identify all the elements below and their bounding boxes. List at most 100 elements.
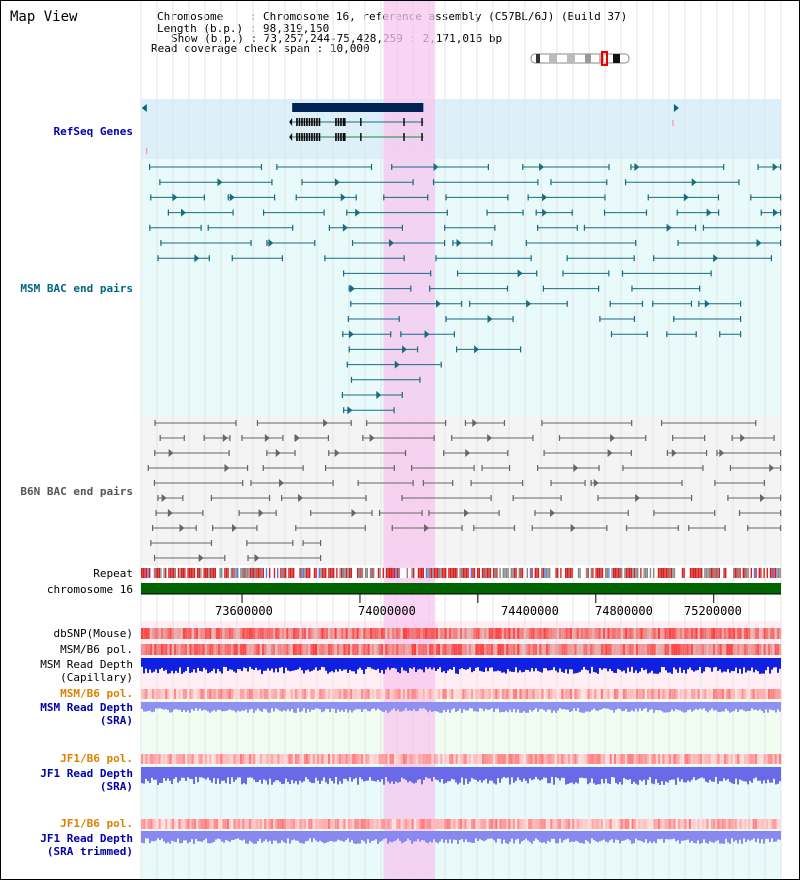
msm-bac-pair-arrow (347, 406, 353, 415)
jf1-depth-trim-bar (297, 831, 299, 841)
msm-b6-pol-heat-cell (460, 644, 463, 655)
msm-b6-pol-heat-cell (741, 644, 744, 655)
msm-b6-pol-2-heat-cell (545, 689, 548, 699)
jf1-depth-sra-bar (631, 767, 633, 784)
jf1-b6-pol-2-heat-cell (356, 819, 359, 829)
jf1-depth-trim-bar (207, 831, 209, 844)
repeat-segment (777, 568, 780, 578)
msm-b6-pol-2-heat-cell (464, 689, 467, 699)
repeat-segment (477, 568, 479, 578)
msm-bac-pair-arrow (666, 223, 672, 232)
dbsnp-heat-cell (499, 628, 502, 639)
jf1-depth-trim-bar (753, 831, 755, 839)
b6n-bac-pair-end (443, 450, 445, 456)
repeat-segment (216, 568, 218, 578)
msm-bac-pair-end (167, 209, 169, 216)
msm-bac-pair-end (430, 270, 432, 277)
jf1-b6-pol-2-heat-cell (288, 819, 291, 829)
b6n-bac-pair-end (357, 480, 359, 486)
repeat-segment (605, 568, 607, 578)
b6n-bac-pair-end (702, 465, 704, 471)
jf1-b6-pol-2-heat-cell (605, 819, 608, 829)
msm-b6-pol-2-heat-cell (559, 689, 562, 699)
jf1-b6-pol-2-heat-cell (611, 819, 614, 829)
msm-b6-pol-heat-cell (347, 644, 350, 655)
msm-bac-pair-end (740, 300, 742, 307)
msm-b6-pol-2-heat-cell (717, 689, 720, 699)
msm-bac-pair-arrow (474, 345, 480, 354)
msm-b6-pol-heat-cell (378, 644, 381, 655)
jf1-depth-trim-bar (651, 831, 653, 844)
msm-b6-pol-2-heat-cell (405, 689, 408, 699)
msm-b6-pol-2-heat-cell (345, 689, 348, 699)
jf1-b6-pol-2-heat-cell (673, 819, 676, 829)
msm-depth-sra-bar (333, 702, 335, 709)
msm-depth-sra-bar (681, 702, 683, 712)
repeat-segment (603, 568, 605, 578)
msm-depth-sra-bar (565, 702, 567, 710)
msm-depth-sra-bar (667, 702, 669, 713)
jf1-depth-sra-bar (501, 767, 503, 779)
jf1-depth-trim-bar (513, 831, 515, 844)
b6n-bac-pair-end (597, 495, 599, 501)
info-coverage-row: Read coverage check span : 10,000 (151, 42, 370, 55)
dbsnp-heat-cell (715, 628, 718, 639)
ideogram-band (613, 54, 620, 63)
msm-depth-sra-bar (635, 702, 637, 709)
jf1-b6-pol-heat-cell (268, 754, 271, 764)
msm-b6-pol-heat-cell (288, 644, 291, 655)
dbsnp-heat-cell (407, 628, 410, 639)
jf1-depth-sra-bar (659, 767, 661, 785)
msm-depth-sra-bar (273, 702, 275, 712)
b6n-bac-pair-end (755, 420, 757, 426)
b6n-bac-pair-end (229, 435, 231, 441)
msm-depth-capillary-bar (755, 658, 757, 670)
dbsnp-heat-cell (466, 628, 469, 639)
msm-bac-pair-end (624, 179, 627, 186)
refseq-exon (316, 133, 318, 141)
jf1-depth-trim-bar (375, 831, 377, 840)
msm-b6-pol-2-heat-cell (594, 689, 597, 699)
repeat-segment (259, 568, 261, 578)
msm-b6-pol-heat-cell (398, 644, 401, 655)
jf1-b6-pol-heat-cell (358, 754, 361, 764)
jf1-b6-pol-heat-cell (424, 754, 427, 764)
jf1-b6-pol-2-heat-cell (345, 819, 348, 829)
msm-b6-pol-2-heat-cell (517, 689, 520, 699)
jf1-depth-trim-bar (253, 831, 255, 844)
msm-b6-pol-heat-cell (200, 644, 203, 655)
jf1-depth-sra-bar (173, 767, 175, 779)
repeat-segment (608, 568, 610, 578)
msm-b6-pol-2-heat-cell (649, 689, 652, 699)
msm-b6-pol-2-heat-cell (600, 689, 603, 699)
msm-depth-capillary-bar (493, 658, 495, 672)
msm-depth-capillary-bar (543, 658, 545, 669)
msm-depth-sra-bar (767, 702, 769, 713)
jf1-depth-sra-bar (209, 767, 211, 781)
dbsnp-heat-cell (244, 628, 247, 639)
msm-bac-pair-end (512, 316, 514, 322)
msm-b6-pol-heat-cell (559, 644, 562, 655)
msm-b6-pol-2-heat-cell (306, 689, 309, 699)
msm-b6-pol-heat-cell (504, 644, 507, 655)
msm-b6-pol-heat-cell (574, 644, 577, 655)
msm-bac-pair-end (633, 255, 635, 262)
msm-b6-pol-heat-cell (312, 644, 315, 655)
msm-b6-pol-2-heat-cell (251, 689, 254, 699)
repeat-segment (561, 568, 564, 578)
refseq-exon (360, 133, 362, 141)
msm-b6-pol-2-heat-cell (308, 689, 311, 699)
jf1-b6-pol-heat-cell (752, 754, 755, 764)
repeat-segment (142, 568, 144, 578)
msm-b6-pol-heat-cell (625, 644, 628, 655)
repeat-segment (573, 568, 575, 578)
msm-depth-capillary-bar (443, 658, 445, 672)
jf1-b6-pol-heat-cell (598, 754, 601, 764)
jf1-depth-trim-bar (713, 831, 715, 843)
repeat-segment (643, 568, 645, 578)
refseq-exon (318, 118, 321, 126)
jf1-b6-pol-heat-cell (746, 754, 749, 764)
repeat-segment (689, 568, 692, 578)
refseq-exon (403, 118, 405, 126)
